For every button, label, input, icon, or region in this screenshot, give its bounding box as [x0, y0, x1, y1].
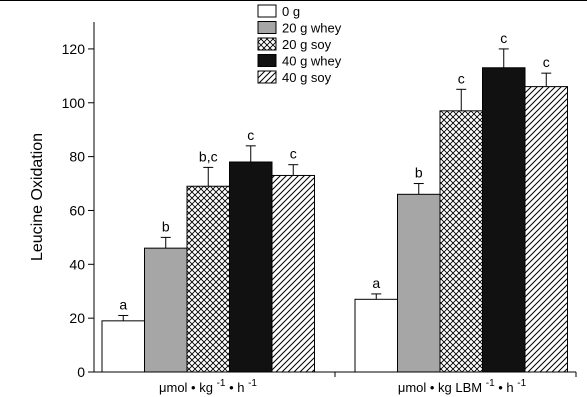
y-tick-label: 120	[62, 41, 86, 57]
bar-crosshatch	[186, 185, 230, 373]
y-tick-label: 60	[69, 202, 85, 218]
label-superscript: -1	[517, 378, 526, 389]
bars	[101, 48, 568, 373]
legend-label: 20 g soy	[282, 37, 332, 52]
y-axis-label: Leucine Oxidation	[29, 133, 46, 261]
x-category-label: μmol • kg LBM -1 • h -1	[398, 378, 527, 395]
bar-black	[482, 67, 526, 373]
x-category-label: μmol • kg -1 • h -1	[159, 378, 257, 395]
legend-swatch-gray	[257, 21, 277, 34]
significance-letter: b	[415, 165, 423, 181]
y-tick-label: 80	[69, 149, 85, 165]
significance-letter: a	[372, 275, 380, 291]
legend-swatch-black	[257, 54, 277, 67]
significance-letter: c	[290, 146, 297, 162]
significance-letter: c	[247, 127, 254, 143]
label-superscript: -1	[248, 378, 257, 389]
bar-gray	[144, 247, 188, 373]
legend-label: 20 g whey	[282, 21, 342, 36]
bar-diagonal	[524, 86, 568, 373]
significance-letter: b,c	[199, 148, 218, 164]
bar-diagonal	[271, 174, 315, 373]
legend-swatch-white	[257, 4, 277, 18]
significance-letter: c	[458, 70, 465, 86]
legend-swatch-crosshatch	[257, 37, 277, 51]
legend-label: 40 g soy	[282, 70, 332, 85]
label-superscript: -1	[217, 378, 226, 389]
label-part: μmol • kg	[159, 380, 217, 395]
y-tick-label: 40	[69, 256, 85, 272]
label-part: μmol • kg LBM	[398, 380, 486, 395]
significance-letter: a	[119, 296, 127, 312]
bar-white	[354, 298, 398, 373]
bar-black	[229, 161, 273, 373]
bar-crosshatch	[439, 110, 483, 373]
bar-gray	[397, 193, 441, 373]
label-part: • h	[495, 380, 518, 395]
bar-white	[101, 320, 145, 373]
significance-letter: c	[543, 54, 550, 70]
legend-swatch-diagonal	[257, 70, 277, 84]
legend-label: 0 g	[282, 4, 300, 19]
y-tick-label: 100	[62, 95, 86, 111]
legend-label: 40 g whey	[282, 54, 342, 69]
y-tick-label: 0	[77, 364, 85, 380]
y-tick-label: 20	[69, 310, 85, 326]
label-superscript: -1	[486, 378, 495, 389]
significance-letter: b	[162, 218, 170, 234]
significance-letter: c	[500, 30, 507, 46]
label-part: • h	[225, 380, 248, 395]
